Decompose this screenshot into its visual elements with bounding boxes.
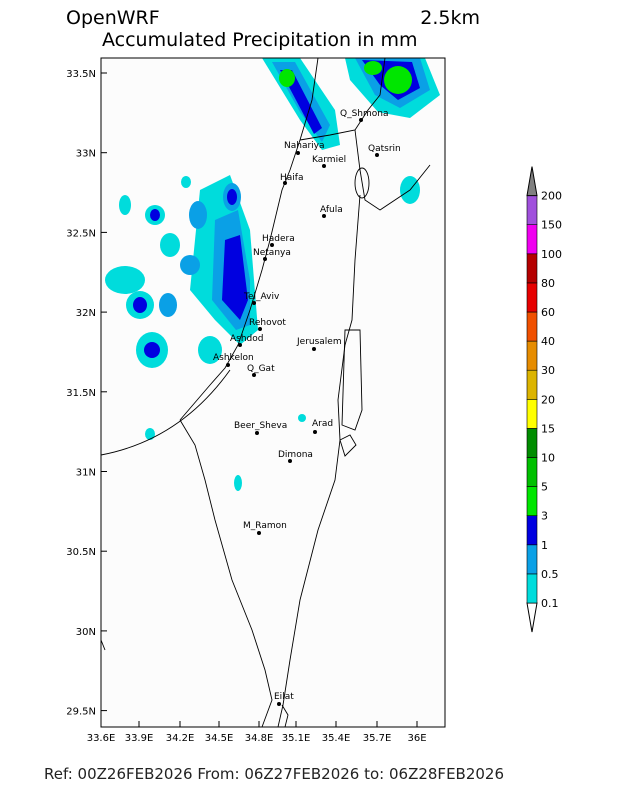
colorbar-label: 80 xyxy=(541,277,555,290)
colorbar-segment xyxy=(526,486,538,517)
city-label: Qatsrin xyxy=(368,144,401,154)
x-tick-label: 35.7E xyxy=(363,733,392,744)
city-label: Nahariya xyxy=(284,141,325,151)
colorbar-label: 1 xyxy=(541,539,548,552)
x-tick-label: 34.2E xyxy=(166,733,195,744)
y-tick-label: 33.5N xyxy=(66,69,96,80)
colorbar-label: 40 xyxy=(541,335,555,348)
city-label: Arad xyxy=(312,419,333,429)
map-area xyxy=(100,57,446,728)
city-label: Tel_Aviv xyxy=(243,292,280,302)
x-tick-label: 34.5E xyxy=(205,733,234,744)
city-label: M_Ramon xyxy=(243,521,287,531)
city-label: Q_Gat xyxy=(247,364,275,374)
colorbar-segment xyxy=(526,340,538,371)
city-label: Ashkelon xyxy=(213,353,254,363)
y-tick-label: 32N xyxy=(76,308,96,319)
city-label: Beer_Sheva xyxy=(234,421,287,431)
y-tick-label: 32.5N xyxy=(66,228,96,239)
colorbar-label: 0.5 xyxy=(541,568,559,581)
y-tick-label: 30.5N xyxy=(66,547,96,558)
map-background xyxy=(101,58,445,727)
colorbar-segment xyxy=(526,457,538,487)
y-tick-label: 30N xyxy=(76,627,96,638)
colorbar-segment xyxy=(526,515,538,546)
city-dot xyxy=(270,243,274,247)
colorbar-label: 5 xyxy=(541,481,548,494)
y-tick-label: 33N xyxy=(76,149,96,160)
city-label: Q_Shmona xyxy=(340,109,389,119)
colorbar-label: 100 xyxy=(541,248,562,261)
map-title: Accumulated Precipitation in mm xyxy=(102,29,418,51)
colorbar-label: 15 xyxy=(541,422,555,435)
colorbar-label: 3 xyxy=(541,510,548,523)
city-label: Afula xyxy=(320,205,343,215)
colorbar-segment xyxy=(526,369,538,400)
colorbar-high-triangle xyxy=(526,166,538,197)
footer: Ref: 00Z26FEB2026 From: 06Z27FEB2026 to:… xyxy=(44,765,504,783)
y-tick-label: 29.5N xyxy=(66,707,96,718)
city-dot xyxy=(255,431,259,435)
colorbar-label: 10 xyxy=(541,452,555,465)
city-dot xyxy=(238,343,242,347)
city-label: Karmiel xyxy=(312,155,346,165)
city-dot xyxy=(252,373,256,377)
city-label: Eilat xyxy=(274,692,294,702)
city-dot xyxy=(322,214,326,218)
city-label: Dimona xyxy=(278,450,313,460)
city-dot xyxy=(288,459,292,463)
colorbar-segment xyxy=(526,311,538,342)
colorbar-label: 20 xyxy=(541,393,555,406)
colorbar-segment xyxy=(526,398,538,429)
map-frame xyxy=(100,57,446,728)
city-dot xyxy=(359,118,363,122)
y-tick-label: 31.5N xyxy=(66,388,96,399)
y-tick-label: 31N xyxy=(76,468,96,479)
colorbar-label: 200 xyxy=(541,190,562,203)
city-dot xyxy=(313,430,317,434)
city-dot xyxy=(312,347,316,351)
city-label: Netanya xyxy=(253,248,291,258)
colorbar-label: 0.1 xyxy=(541,597,559,610)
city-label: Rehovot xyxy=(249,318,286,328)
colorbar-segment xyxy=(526,573,538,604)
colorbar-label: 30 xyxy=(541,364,555,377)
colorbar-segment xyxy=(526,253,538,284)
city-label: Jerusalem xyxy=(296,337,342,347)
model-name: OpenWRF xyxy=(66,7,160,29)
colorbar-label: 60 xyxy=(541,306,555,319)
colorbar-segment xyxy=(526,544,538,575)
city-dot xyxy=(296,151,300,155)
city-dot xyxy=(322,164,326,168)
x-tick-label: 35.1E xyxy=(282,733,311,744)
colorbar-label: 150 xyxy=(541,219,562,232)
precipitation xyxy=(105,58,440,491)
city-dot xyxy=(226,363,230,367)
city-dot xyxy=(375,153,379,157)
colorbar-segment xyxy=(526,282,538,313)
city-dot xyxy=(283,181,287,185)
colorbar-segment xyxy=(526,428,538,458)
x-tick-label: 33.6E xyxy=(87,733,116,744)
colorbar-segment xyxy=(526,224,538,255)
colorbar-segment xyxy=(526,195,538,226)
city-dot xyxy=(277,702,281,706)
x-tick-label: 36E xyxy=(407,733,426,744)
x-tick-label: 33.9E xyxy=(125,733,154,744)
city-label: Haifa xyxy=(280,173,303,183)
city-dot xyxy=(252,301,256,305)
city-label: Ashdod xyxy=(230,334,263,344)
city-label: Hadera xyxy=(262,234,295,244)
city-dot xyxy=(257,531,261,535)
resolution: 2.5km xyxy=(420,7,480,29)
city-dot xyxy=(258,327,262,331)
colorbar-low-triangle xyxy=(526,602,538,633)
x-tick-label: 34.8E xyxy=(245,733,274,744)
x-tick-label: 35.4E xyxy=(322,733,351,744)
city-dot xyxy=(263,257,267,261)
